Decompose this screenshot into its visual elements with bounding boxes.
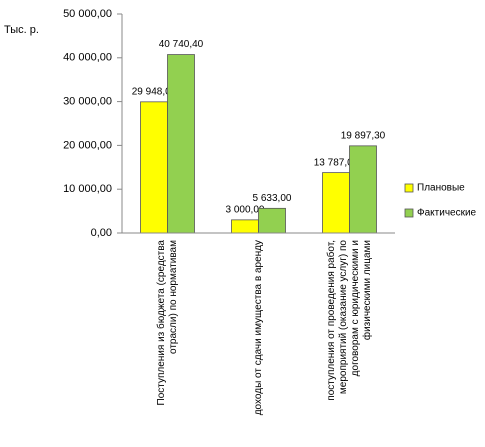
value-label: 29 948,00	[132, 86, 177, 97]
legend-swatch	[404, 183, 414, 193]
legend-label: Плановые	[417, 183, 465, 194]
x-tick-label: Поступления из бюджета (средства отрасли…	[155, 240, 179, 406]
bar	[231, 219, 259, 234]
y-tick-label: 40 000,00	[63, 52, 112, 64]
bar	[349, 145, 377, 234]
bar	[258, 207, 286, 234]
y-tick-label: 50 000,00	[63, 8, 112, 20]
value-label: 13 787,00	[314, 157, 359, 168]
value-label: 3 000,00	[226, 205, 265, 216]
bar	[167, 54, 195, 234]
y-tick-label: 30 000,00	[63, 96, 112, 108]
y-axis-label: Тыс. р.	[4, 24, 39, 36]
x-tick-label: доходы от сдачи имущества в аренду	[252, 240, 264, 416]
y-tick-label: 0,00	[91, 227, 112, 239]
bar	[140, 101, 168, 234]
legend-label: Фактические	[417, 208, 477, 219]
value-label: 40 740,40	[159, 39, 204, 50]
y-tick-label: 20 000,00	[63, 139, 112, 151]
y-tick-label: 10 000,00	[63, 183, 112, 195]
x-tick-label: поступления от проведения работ, меропри…	[325, 240, 373, 401]
bar	[322, 172, 350, 234]
value-label: 5 633,00	[253, 193, 292, 204]
legend-swatch	[404, 208, 414, 218]
value-label: 19 897,30	[341, 130, 386, 141]
